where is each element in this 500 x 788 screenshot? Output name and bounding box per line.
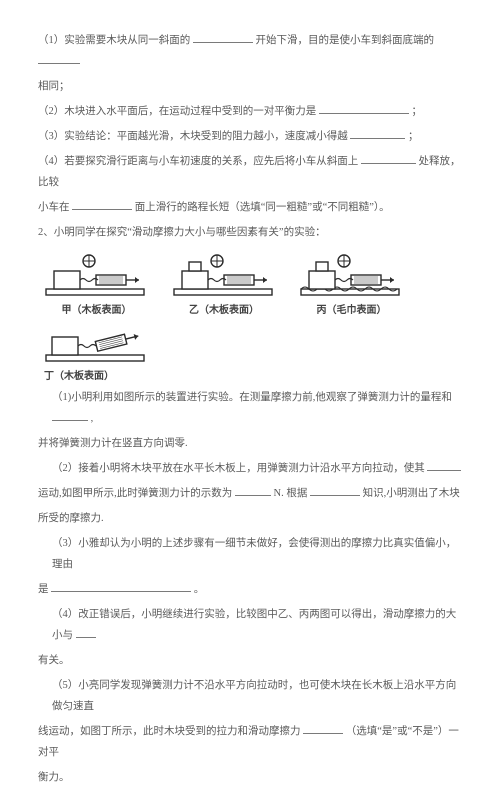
q1-p1b: 开始下滑，目的是使小车到斜面底端的 (256, 35, 435, 46)
q2-s3c: 。 (194, 584, 205, 595)
figure-yi: 乙（木板表面） (172, 251, 277, 321)
figure-bing: 丙（毛巾表面） (299, 251, 404, 321)
q2-s2b: 运动,如图甲所示,此时弹簧测力计的示数为 (38, 488, 232, 499)
figure-label-bing: 丙（毛巾表面） (299, 301, 404, 321)
q1-p3b: ； (408, 131, 419, 142)
figure-label-yi: 乙（木板表面） (172, 301, 277, 321)
blank[interactable] (319, 101, 409, 114)
q2-s5a: （5）小亮同学发现弹簧测力计不沿水平方向拉动时，也可使木块在长木板上沿水平方向做… (38, 675, 462, 717)
blank[interactable] (427, 458, 461, 471)
blank[interactable] (72, 197, 132, 210)
q2-s2-2: 运动,如图甲所示,此时弹簧测力计的示数为 N. 根据 知识,小明测出了木块 (38, 483, 462, 504)
q1-p3: （3）实验结论：平面越光滑，木块受到的阻力越小，速度减小得越 ； (38, 126, 462, 147)
q2-s2c: N. 根据 (274, 488, 308, 499)
q2-s2e: 所受的摩擦力. (38, 508, 462, 529)
figure-jia: 甲（木板表面） (44, 251, 149, 321)
q2-s4b: 有关。 (38, 650, 462, 671)
diagram-yi-icon (172, 251, 277, 299)
q2-s5-2: 线运动，如图丁所示，此时木块受到的拉力和滑动摩擦力 （选填“是”或“不是”）一对… (38, 721, 462, 763)
q1-p4c: 小车在 (38, 202, 70, 213)
blank[interactable] (193, 30, 253, 43)
q2-s5d: 衡力。 (38, 767, 462, 788)
diagram-ding-icon (44, 325, 154, 365)
q2-s4: （4）改正错误后，小明继续进行实验，比较图中乙、丙两图可以得出，滑动摩擦力的大小… (38, 604, 462, 646)
q2-s5b: 线运动，如图丁所示，此时木块受到的拉力和滑动摩擦力 (38, 726, 301, 737)
q1-p4: （4）若要探究滑行距离与小车初速度的关系，应先后将小车从斜面上 处释放，比较 (38, 151, 462, 193)
q1-p4d: 面上滑行的路程长短（选填“同一粗糙”或“不同粗糙”）。 (135, 202, 390, 213)
q2-s2a: （2）接着小明将木块平放在水平长木板上，用弹簧测力计沿水平方向拉动，使其 (52, 463, 425, 474)
q1-p4-2: 小车在 面上滑行的路程长短（选填“同一粗糙”或“不同粗糙”）。 (38, 197, 462, 218)
blank[interactable] (235, 483, 271, 496)
q2-s2: （2）接着小明将木块平放在水平长木板上，用弹簧测力计沿水平方向拉动，使其 (38, 458, 462, 479)
blank[interactable] (350, 126, 405, 139)
q1-p4a: （4）若要探究滑行距离与小车初速度的关系，应先后将小车从斜面上 (38, 156, 358, 167)
q1-p3a: （3）实验结论：平面越光滑，木块受到的阻力越小，速度减小得越 (38, 131, 348, 142)
q2-s3b: 是 (38, 584, 49, 595)
blank[interactable] (310, 483, 360, 496)
blank[interactable] (52, 408, 88, 421)
figure-label-jia: 甲（木板表面） (44, 301, 149, 321)
q2-intro: 2、小明同学在探究“滑动摩擦力大小与哪些因素有关”的实验： (38, 222, 462, 243)
blank[interactable] (51, 579, 191, 592)
figure-ding: 丁（木板表面） (44, 325, 462, 387)
q1-p2a: （2）木块进入水平面后，在运动过程中受到的一对平衡力是 (38, 106, 316, 117)
q2-s1c: 并将弹簧测力计在竖直方向调零. (38, 433, 462, 454)
figure-label-ding: 丁（木板表面） (44, 367, 462, 387)
q2-s1b: , (91, 413, 94, 424)
q2-s3-2: 是 。 (38, 579, 462, 600)
q1-p1: （1）实验需要木块从同一斜面的 开始下滑，目的是使小车到斜面底端的 (38, 30, 462, 72)
q1-p2b: ； (412, 106, 423, 117)
blank[interactable] (361, 151, 416, 164)
blank[interactable] (38, 51, 80, 64)
q1-p1a: （1）实验需要木块从同一斜面的 (38, 35, 190, 46)
q2-s4a: （4）改正错误后，小明继续进行实验，比较图中乙、丙两图可以得出，滑动摩擦力的大小… (52, 609, 456, 641)
q2-s1a: （1)小明利用如图所示的装置进行实验。在测量摩擦力前,他观察了弹簧测力计的量程和 (52, 392, 452, 403)
q2-s1: （1)小明利用如图所示的装置进行实验。在测量摩擦力前,他观察了弹簧测力计的量程和… (38, 387, 462, 429)
diagram-jia-icon (44, 251, 149, 299)
q1-p2: （2）木块进入水平面后，在运动过程中受到的一对平衡力是 ； (38, 101, 462, 122)
q2-s3a: （3）小雅却认为小明的上述步骤有一细节未做好，会使得测出的摩擦力比真实值偏小，理… (38, 533, 462, 575)
q2-s2d: 知识,小明测出了木块 (363, 488, 460, 499)
figure-row-1: 甲（木板表面） 乙（木板表面） (44, 251, 404, 321)
q1-p1c: 相同； (38, 76, 462, 97)
blank[interactable] (76, 625, 96, 638)
diagram-bing-icon (299, 251, 404, 299)
blank[interactable] (303, 721, 343, 734)
